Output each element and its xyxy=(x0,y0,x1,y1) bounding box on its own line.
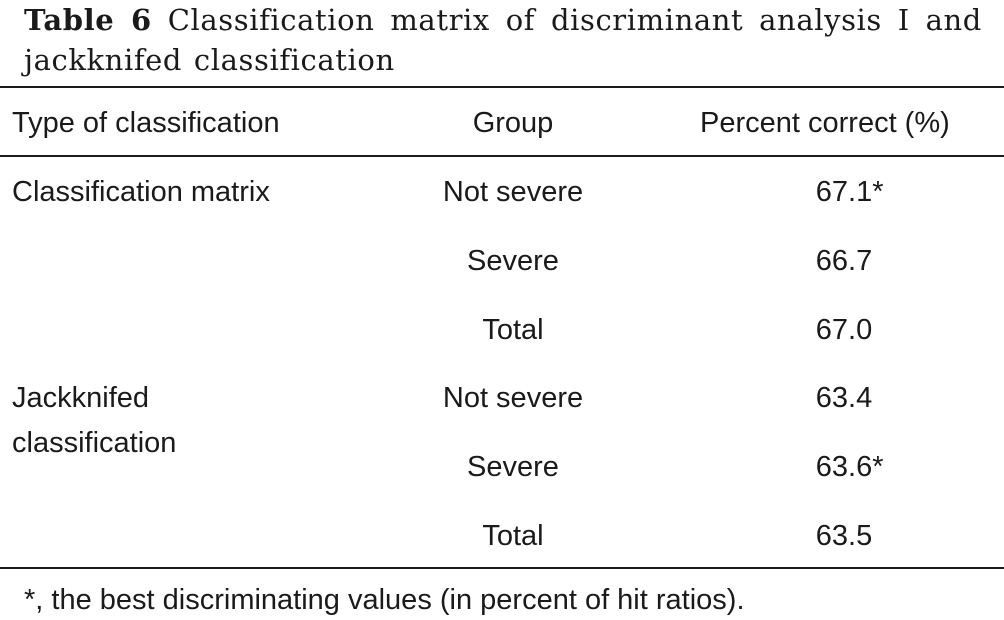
table-cell-percent: 66.7 xyxy=(700,239,988,283)
header-type-of-classification: Type of classification xyxy=(12,107,280,139)
table-cell-group: Total xyxy=(482,314,544,346)
table-top-rule xyxy=(0,86,1004,88)
table-cell-percent: 67.0 xyxy=(700,308,988,352)
table-caption-label: Table 6 xyxy=(24,3,152,37)
table-cell-group: Not severe xyxy=(442,382,584,414)
table-header-rule xyxy=(0,155,1004,157)
table-cell-value: 63.5 xyxy=(815,520,873,552)
significance-marker: * xyxy=(872,451,884,483)
table-footnote: *, the best discriminating values (in pe… xyxy=(24,584,745,616)
header-group: Group xyxy=(472,107,554,139)
header-percent-correct: Percent correct (%) xyxy=(700,107,950,139)
table-cell-value: 63.4 xyxy=(815,382,873,414)
significance-marker: * xyxy=(872,176,884,208)
table-cell-group: Severe xyxy=(467,245,559,277)
table-cell-percent: 67.1 * xyxy=(700,170,988,214)
table-cell-value: 67.0 xyxy=(815,314,873,346)
table-cell-percent: 63.5 xyxy=(700,514,988,558)
section-label-jackknifed-classification: Jackknifed classification xyxy=(12,382,177,459)
table-bottom-rule xyxy=(0,567,1004,569)
table-cell-group: Total xyxy=(482,520,544,552)
table-cell-percent: 63.4 xyxy=(700,376,988,420)
table-cell-value: 63.6 xyxy=(815,451,873,483)
table-cell-percent: 63.6 * xyxy=(700,445,988,489)
table-caption-text: Classification matrix of discriminant an… xyxy=(24,3,982,77)
section-label-classification-matrix: Classification matrix xyxy=(12,176,270,208)
table-cell-value: 66.7 xyxy=(815,245,873,277)
table-cell-value: 67.1 xyxy=(815,176,873,208)
table-cell-group: Not severe xyxy=(442,176,584,208)
table-caption: Table 6 Classification matrix of discrim… xyxy=(24,0,982,80)
table-cell-group: Severe xyxy=(467,451,559,483)
